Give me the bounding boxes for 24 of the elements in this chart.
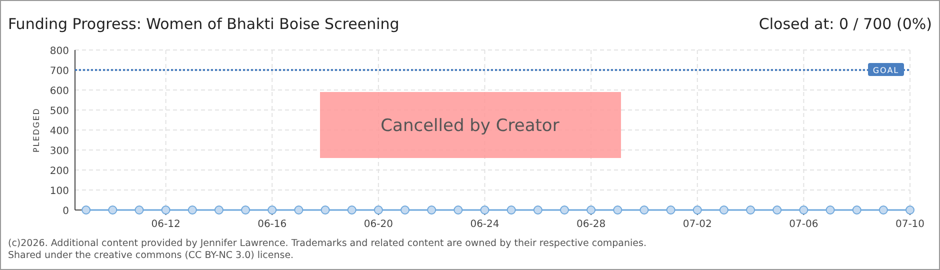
x-tick-label: 06-28	[576, 219, 606, 230]
y-tick-label: 400	[50, 126, 69, 137]
y-tick-label: 800	[50, 46, 69, 57]
text: Shared under the creative commons (CC BY-NC 3.0) license.	[8, 250, 294, 261]
annotation: Cancelled by Creator	[380, 116, 560, 136]
ref-line-label: GOAL	[872, 66, 900, 75]
chart-title: Funding Progress: Women of Bhakti Boise Screening	[8, 15, 400, 33]
x-tick-label: 06-16	[258, 219, 287, 230]
y-tick-label: 700	[50, 66, 69, 77]
y-tick-label: 300	[50, 146, 69, 157]
x-tick-label: 06-12	[151, 219, 180, 230]
y-tick-label: 200	[50, 166, 69, 177]
x-tick-label: 07-02	[682, 219, 712, 230]
x-tick-label: 06-24	[470, 219, 500, 230]
chart-subtitle: Closed at: 0 / 700 (0%)	[758, 15, 932, 33]
y-axis-title: PLEDGED	[32, 108, 41, 152]
x-tick-label: 06-20	[364, 219, 393, 230]
y-tick-label: 100	[50, 186, 69, 197]
x-tick-label: 07-10	[895, 219, 925, 230]
text: (c)2026. Additional content provided by Jennifer Lawrence. Trademarks and related content are owned by their respective companies.	[8, 238, 646, 249]
y-tick-label: 500	[50, 106, 69, 117]
y-tick-label: 0	[62, 206, 69, 217]
y-tick-label: 600	[50, 86, 69, 97]
x-tick-label: 07-06	[789, 219, 818, 230]
